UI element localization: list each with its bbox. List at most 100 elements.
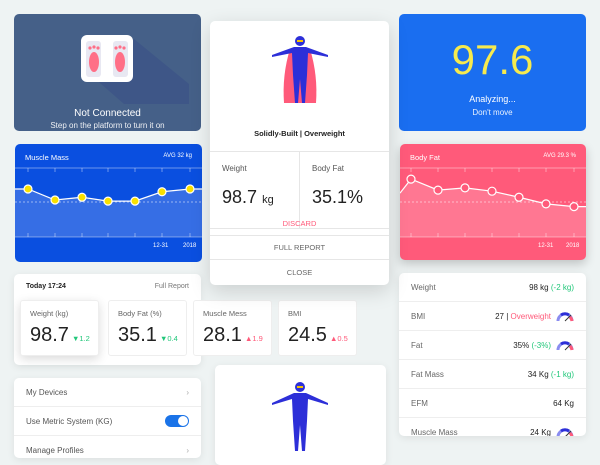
result-modal: Solidly-Built | Overweight Weight 98.7 k… [210, 21, 389, 285]
chart-date-label: 12-31 [538, 243, 554, 249]
metric-tile[interactable]: BMI 24.5 ▲0.5 [278, 300, 357, 356]
settings-item-manage-profiles[interactable]: Manage Profiles › [14, 436, 201, 458]
item-label: Use Metric System (KG) [26, 416, 113, 426]
metric-row[interactable]: EFM 64 Kg [399, 389, 586, 418]
body-fat-chart [400, 167, 586, 238]
tile-value: 98.7 [30, 324, 69, 346]
metric-row[interactable]: BMI 27 | Overweight [399, 302, 586, 331]
tile-delta: ▲1.9 [244, 334, 263, 343]
data-point[interactable] [103, 196, 113, 206]
tile-label: Muscle Mess [203, 309, 247, 318]
metric-row[interactable]: Muscle Mass 24 Kg [399, 418, 586, 436]
close-button[interactable]: CLOSE [286, 268, 313, 277]
chart-title: Muscle Mass [25, 153, 69, 162]
data-point[interactable] [514, 192, 524, 202]
item-label: Manage Profiles [26, 445, 84, 455]
full-report-link[interactable]: Full Report [154, 283, 189, 290]
metric-row[interactable]: Fat 35% (-3%) [399, 331, 586, 360]
metric-value: 27 | [495, 311, 509, 321]
body-type-caption: Solidly-Built | Overweight [254, 129, 345, 138]
chart-area [15, 189, 202, 237]
metric-label: Fat [411, 340, 423, 350]
metric-delta: (-2 kg) [550, 282, 574, 292]
data-point[interactable] [406, 174, 416, 184]
data-point[interactable] [541, 199, 551, 209]
score-value: 97.6 [451, 36, 534, 83]
connection-title: Not Connected [74, 108, 141, 119]
muscle-mass-chart-card[interactable]: Muscle Mass AVG 32 kg 12-31 2018 [15, 144, 202, 262]
score-card: 97.6 Analyzing... Don't move [399, 14, 586, 131]
tile-delta: ▼1.2 [71, 334, 90, 343]
chevron-right-icon: › [186, 387, 189, 397]
body-figure-icon [272, 382, 328, 451]
data-point[interactable] [157, 187, 167, 197]
full-report-button[interactable]: FULL REPORT [210, 236, 389, 260]
gauge-icon [556, 427, 574, 436]
metric-value: 35% [513, 340, 530, 350]
tile-label: BMI [288, 309, 302, 318]
chart-average: AVG 32 kg [163, 153, 192, 159]
weight-unit: kg [262, 194, 274, 206]
body-fat-stat: Body Fat 35.1% [299, 152, 389, 228]
weight-stat: Weight 98.7 kg [210, 152, 299, 228]
data-point[interactable] [433, 185, 443, 195]
data-point[interactable] [23, 184, 33, 194]
body-fat-label: Body Fat [312, 164, 345, 173]
tile-delta: ▼0.4 [159, 334, 178, 343]
weight-label: Weight [222, 164, 247, 173]
body-figure-card [215, 365, 386, 465]
item-label: My Devices [26, 387, 68, 397]
chart-average: AVG 29.3 % [543, 153, 576, 159]
chart-year-label: 2018 [183, 243, 197, 249]
metric-label: Fat Mass [411, 369, 444, 379]
connection-subtitle: Step on the platform to turn it on [50, 121, 165, 130]
modal-stats: Weight 98.7 kg Body Fat 35.1% [210, 151, 389, 229]
discard-button[interactable]: DISCARD [210, 212, 389, 236]
metric-label: BMI [411, 311, 426, 321]
body-figure-icon [272, 36, 328, 103]
settings-item-metric: Use Metric System (KG) [14, 407, 201, 436]
score-status: Analyzing... [469, 94, 516, 104]
body-fat-value: 35.1% [312, 187, 364, 207]
metric-tile[interactable]: Weight (kg) 98.7 ▼1.2 [20, 300, 99, 356]
metric-delta: (-1 kg) [550, 369, 574, 379]
settings-item-my-devices[interactable]: My Devices › [14, 378, 201, 407]
tile-value: 28.1 [203, 324, 242, 346]
body-fat-chart-card[interactable]: Body Fat AVG 29.3 % 12-31 2018 [400, 144, 586, 260]
tile-label: Weight (kg) [30, 309, 69, 318]
metric-label: EFM [411, 398, 428, 408]
data-point[interactable] [77, 192, 87, 202]
muscle-mass-chart [15, 167, 202, 238]
data-point[interactable] [50, 195, 60, 205]
connection-card: Not Connected Step on the platform to tu… [14, 14, 201, 131]
tile-value: 35.1 [118, 324, 157, 346]
today-time: Today 17:24 [26, 283, 66, 290]
metric-row[interactable]: Fat Mass 34 Kg (-1 kg) [399, 360, 586, 389]
metric-row[interactable]: Weight 98 kg (-2 kg) [399, 273, 586, 302]
metric-delta: (-3%) [531, 340, 551, 350]
data-point[interactable] [130, 196, 140, 206]
data-point[interactable] [185, 184, 195, 194]
gauge-icon [556, 311, 574, 321]
metric-toggle[interactable] [165, 415, 189, 427]
data-point[interactable] [569, 201, 579, 212]
metric-value: 34 Kg [527, 369, 549, 379]
tile-value: 24.5 [288, 324, 327, 346]
chart-date-label: 12-31 [153, 243, 169, 249]
score-hint: Don't move [472, 108, 513, 117]
metric-tile[interactable]: Body Fat (%) 35.1 ▼0.4 [108, 300, 187, 356]
chart-title: Body Fat [410, 153, 441, 162]
gauge-icon [556, 340, 574, 350]
metric-value: 98 kg [529, 282, 549, 292]
data-point[interactable] [460, 183, 470, 193]
chevron-right-icon: › [186, 445, 189, 455]
metric-value: 64 Kg [553, 398, 574, 408]
metric-label: Muscle Mass [411, 427, 458, 437]
tile-label: Body Fat (%) [118, 309, 162, 318]
metric-label: Weight [411, 282, 436, 292]
tile-delta: ▲0.5 [329, 334, 348, 343]
weight-value: 98.7 [222, 187, 258, 207]
data-point[interactable] [487, 186, 497, 196]
metrics-list: Weight 98 kg (-2 kg) BMI 27 | Overweight Fat… [399, 273, 586, 436]
metric-tile[interactable]: Muscle Mess 28.1 ▲1.9 [193, 300, 272, 356]
